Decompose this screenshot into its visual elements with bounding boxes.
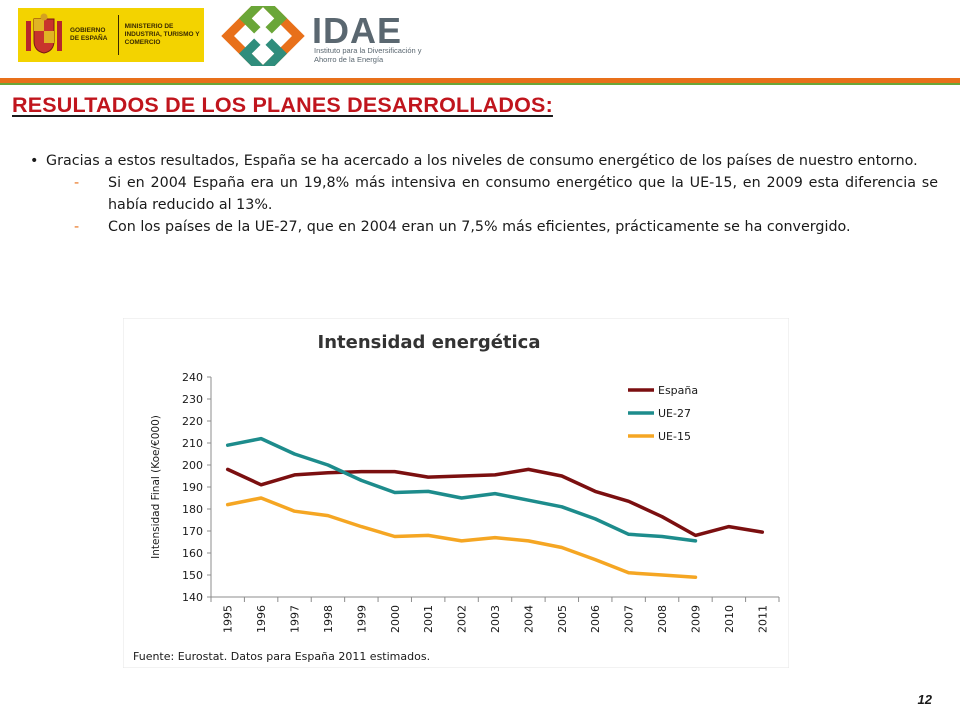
chart-title: Intensidad energética (318, 332, 541, 353)
y-axis-label: Intensidad Final (Koe/€000) (150, 415, 162, 559)
slide-title: RESULTADOS DE LOS PLANES DESARROLLADOS: (12, 93, 553, 117)
x-tick-label: 1995 (222, 605, 235, 633)
y-tick-label: 230 (182, 393, 203, 406)
chart-svg: Intensidad energética Intensidad Final (K… (123, 318, 789, 668)
y-tick-label: 150 (182, 569, 203, 582)
sub-item-1: - Si en 2004 España era un 19,8% más int… (74, 172, 938, 216)
x-tick-label: 2003 (489, 605, 502, 633)
header-band-green (0, 83, 960, 85)
sub-item-marker: - (74, 175, 80, 191)
x-tick-label: 2011 (756, 605, 769, 633)
series-line-ue-27 (225, 436, 698, 543)
x-tick-label: 2000 (389, 605, 402, 633)
legend-label: UE-15 (658, 430, 691, 443)
x-tick-label: 1999 (355, 605, 368, 633)
y-tick-label: 240 (182, 371, 203, 384)
y-tick-label: 170 (182, 525, 203, 538)
x-tick-label: 2008 (656, 605, 669, 633)
x-tick-label: 1996 (255, 605, 268, 633)
idae-subtitle: Instituto para la Diversificación y Ahor… (314, 46, 422, 64)
x-tick-label: 2005 (556, 605, 569, 633)
chart-source-note: Fuente: Eurostat. Datos para España 2011… (133, 650, 431, 663)
y-tick-label: 210 (182, 437, 203, 450)
sub-item-text-1: Si en 2004 España era un 19,8% más inten… (108, 175, 938, 213)
government-label: GOBIERNO DE ESPAÑA (70, 27, 108, 42)
sub-item-text-2: Con los países de la UE-27, que en 2004 … (108, 219, 851, 235)
ministry-label: MINISTERIO DE INDUSTRIA, TURISMO Y COMER… (124, 23, 200, 46)
y-tick-label: 180 (182, 503, 203, 516)
page-number: 12 (917, 692, 932, 707)
coat-of-arms-icon (24, 13, 64, 57)
header-band-orange (0, 78, 960, 83)
x-tick-label: 2009 (689, 605, 702, 633)
idae-wordmark: IDAE (312, 10, 403, 51)
x-tick-label: 2002 (456, 605, 469, 633)
header: GOBIERNO DE ESPAÑA MINISTERIO DE INDUSTR… (0, 0, 960, 78)
logo-divider (117, 15, 119, 55)
bullet-marker: • (30, 153, 39, 169)
x-tick-label: 1997 (289, 605, 302, 633)
bullet-item: • Gracias a estos resultados, España se … (30, 150, 938, 172)
idae-logo-icon (218, 0, 308, 78)
government-logo: GOBIERNO DE ESPAÑA MINISTERIO DE INDUSTR… (18, 8, 204, 62)
y-tick-label: 190 (182, 481, 203, 494)
y-tick-label: 200 (182, 459, 203, 472)
y-tick-label: 220 (182, 415, 203, 428)
y-tick-label: 140 (182, 591, 203, 604)
series-line-ue-15 (225, 496, 698, 579)
x-tick-label: 1998 (322, 605, 335, 633)
slide-content: • Gracias a estos resultados, España se … (30, 150, 938, 238)
x-tick-label: 2006 (589, 605, 602, 633)
legend-label: UE-27 (658, 407, 691, 420)
x-tick-label: 2010 (723, 605, 736, 633)
legend-label: España (658, 384, 698, 397)
x-tick-label: 2004 (522, 605, 535, 633)
x-tick-label: 2007 (623, 605, 636, 633)
sub-item-2: - Con los países de la UE-27, que en 200… (74, 216, 938, 238)
y-tick-label: 160 (182, 547, 203, 560)
intensity-chart: Intensidad energética Intensidad Final (K… (123, 318, 789, 668)
x-tick-label: 2001 (422, 605, 435, 633)
sub-item-marker: - (74, 219, 80, 235)
series-line-espa-a (225, 467, 765, 538)
bullet-text: Gracias a estos resultados, España se ha… (46, 153, 918, 169)
